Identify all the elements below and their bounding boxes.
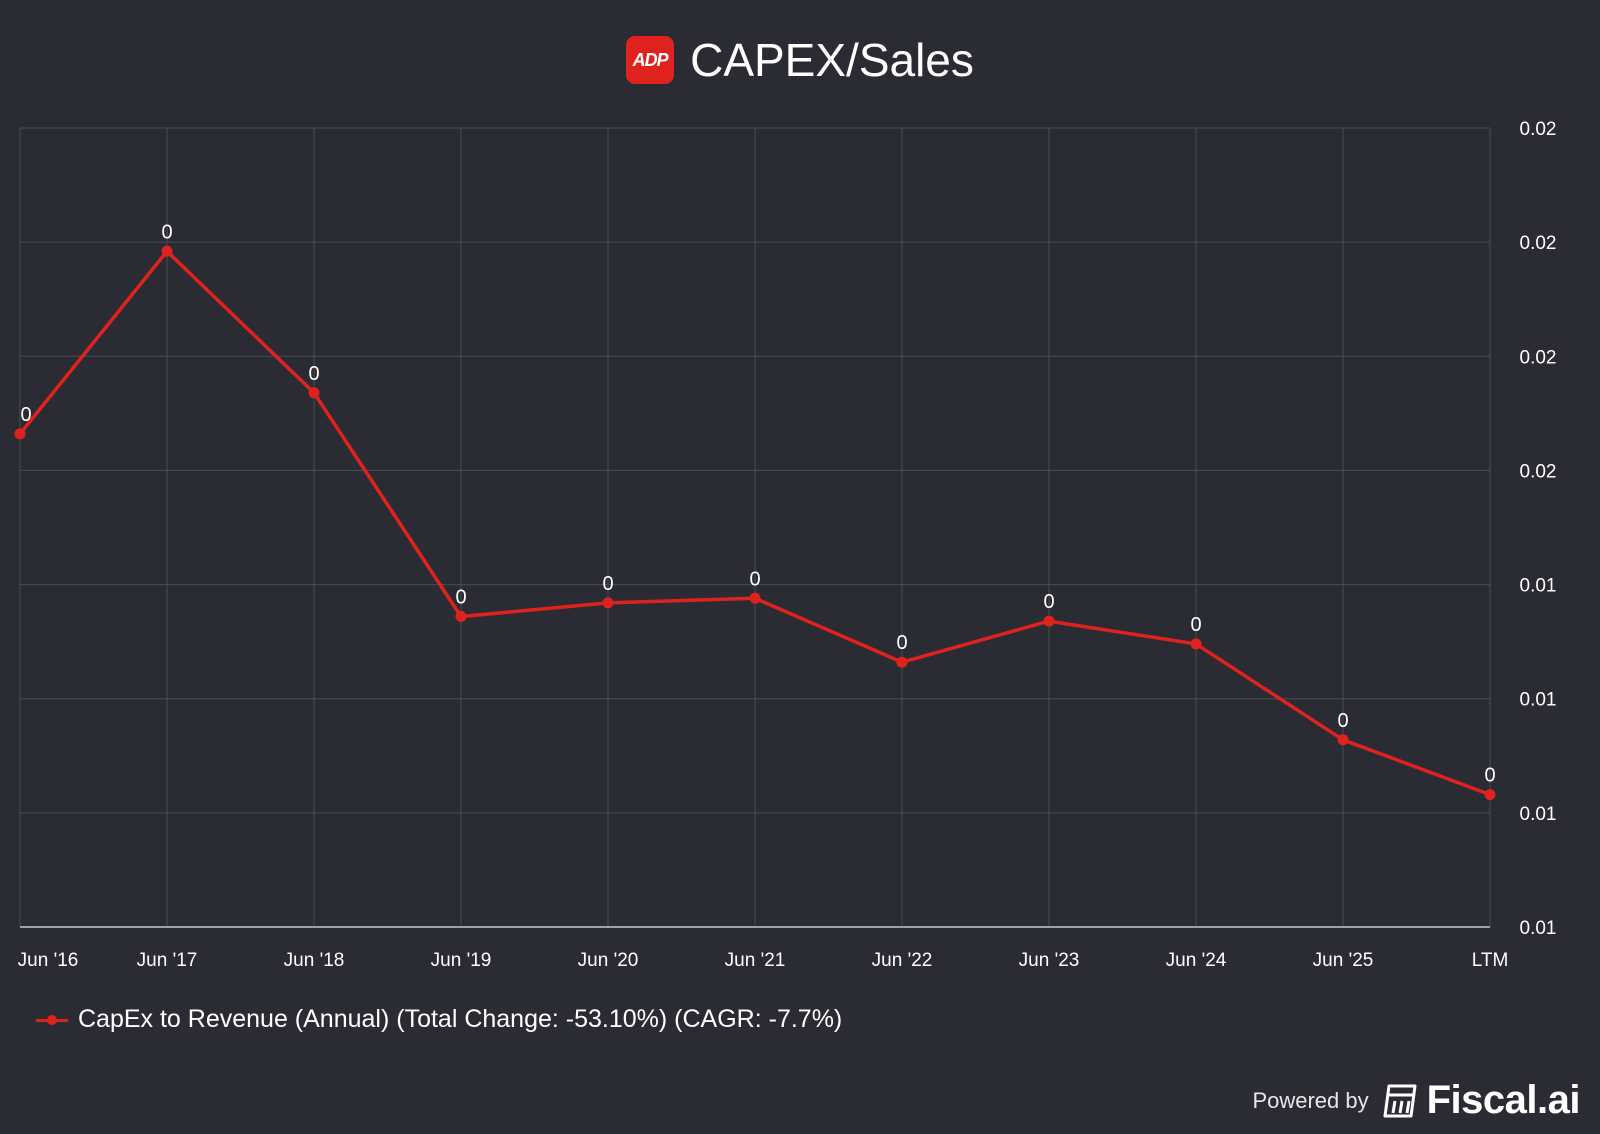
data-point — [161, 245, 173, 257]
x-tick-label: Jun '22 — [872, 950, 933, 971]
x-tick-label: Jun '23 — [1019, 950, 1080, 971]
data-point — [1190, 638, 1202, 650]
data-point — [896, 656, 908, 668]
data-point — [1337, 734, 1349, 746]
data-point — [749, 592, 761, 604]
x-tick-label: Jun '17 — [137, 950, 198, 971]
data-point — [14, 428, 26, 440]
data-label: 0 — [20, 404, 31, 426]
x-tick-label: Jun '21 — [725, 950, 786, 971]
x-tick-label: Jun '18 — [284, 950, 345, 971]
data-label: 0 — [161, 221, 172, 243]
x-tick-label: Jun '16 — [18, 950, 79, 971]
logo-text: ADP — [632, 49, 669, 70]
data-point — [455, 611, 467, 623]
x-tick-label: Jun '25 — [1313, 950, 1374, 971]
chart-header: ADP CAPEX/Sales — [0, 30, 1600, 90]
y-tick-label: 0.01 — [1520, 690, 1557, 711]
data-point — [1043, 615, 1055, 627]
y-tick-label: 0.02 — [1520, 119, 1557, 140]
company-logo: ADP — [626, 36, 675, 84]
y-tick-label: 0.02 — [1520, 347, 1557, 368]
data-label: 0 — [896, 632, 907, 654]
data-label: 0 — [1190, 614, 1201, 636]
legend-marker-icon — [36, 1014, 68, 1026]
chart-title: CAPEX/Sales — [690, 34, 974, 86]
data-label: 0 — [602, 573, 613, 595]
fiscal-brand-name: Fiscal.ai — [1426, 1078, 1581, 1122]
footer-branding: Powered by Fiscal.ai — [1252, 1078, 1580, 1123]
data-label: 0 — [1484, 765, 1495, 787]
legend-label: CapEx to Revenue (Annual) (Total Change:… — [78, 1005, 843, 1033]
y-tick-label: 0.02 — [1520, 233, 1557, 254]
x-tick-label: Jun '20 — [578, 950, 639, 971]
data-point — [308, 387, 320, 399]
y-tick-label: 0.01 — [1520, 804, 1557, 825]
x-tick-label: Jun '19 — [431, 950, 492, 971]
fiscal-logo-icon — [1383, 1084, 1417, 1117]
data-label: 0 — [308, 363, 319, 385]
x-tick-label: Jun '24 — [1166, 950, 1227, 971]
data-label: 0 — [455, 587, 466, 609]
y-tick-label: 0.02 — [1520, 461, 1557, 482]
y-tick-label: 0.01 — [1520, 918, 1557, 939]
data-label: 0 — [1043, 591, 1054, 613]
data-label: 0 — [749, 568, 760, 590]
y-tick-label: 0.01 — [1520, 576, 1557, 597]
data-point — [602, 597, 614, 609]
chart-legend[interactable]: CapEx to Revenue (Annual) (Total Change:… — [36, 1005, 842, 1034]
x-tick-label: LTM — [1472, 950, 1509, 971]
data-label: 0 — [1337, 710, 1348, 732]
data-point — [1484, 789, 1496, 801]
powered-by-text: Powered by — [1252, 1087, 1369, 1113]
